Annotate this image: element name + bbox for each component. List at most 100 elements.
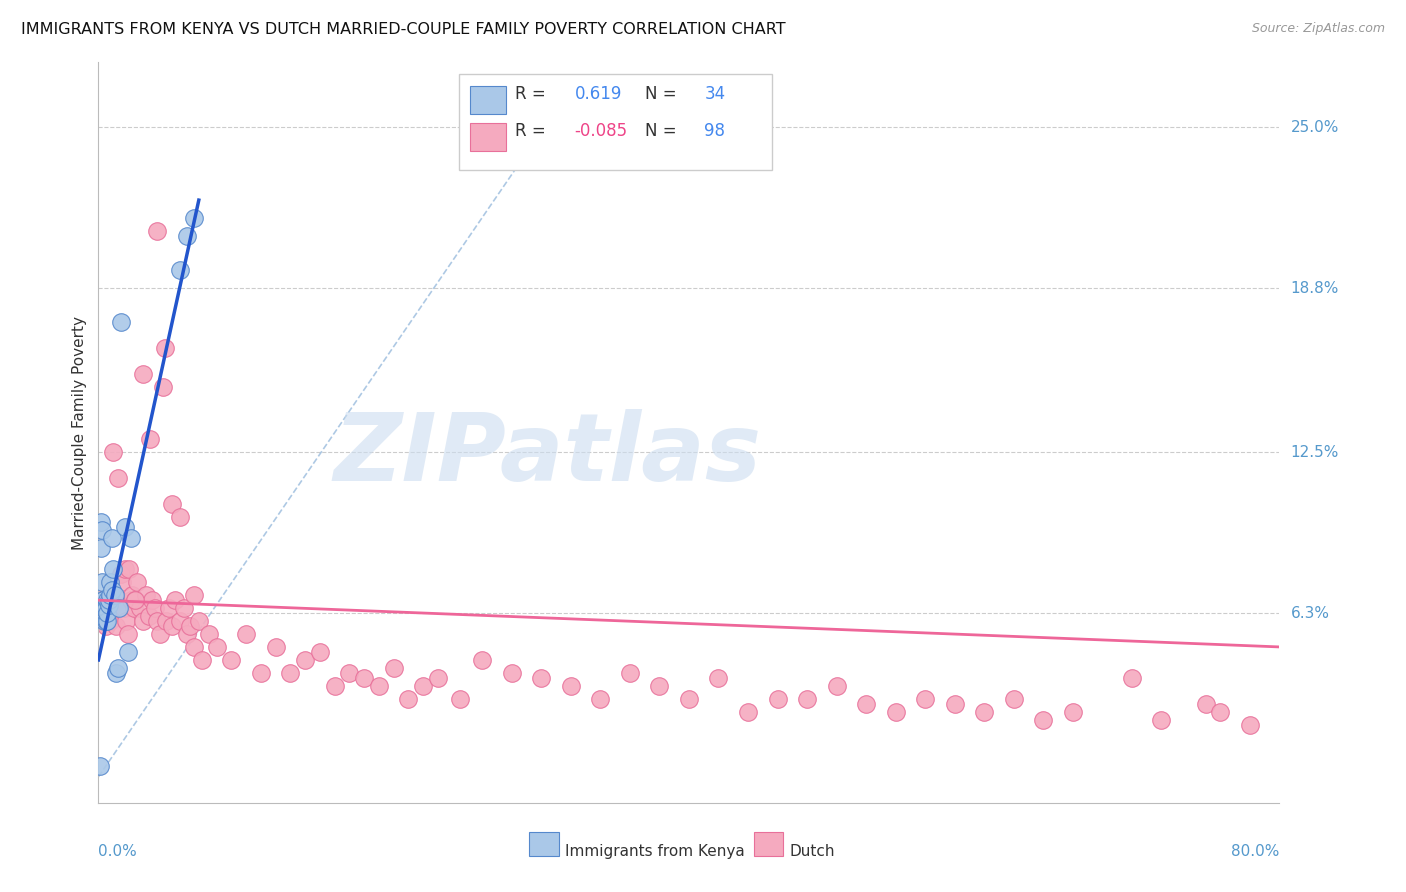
Point bbox=[264, 640, 287, 654]
Point bbox=[107, 471, 129, 485]
Point bbox=[91, 593, 114, 607]
Point bbox=[98, 574, 121, 589]
Point bbox=[94, 614, 117, 628]
Point bbox=[169, 263, 191, 277]
Point bbox=[124, 593, 146, 607]
Point bbox=[91, 608, 114, 623]
Point bbox=[169, 510, 191, 524]
Point bbox=[132, 367, 155, 381]
Point bbox=[115, 614, 138, 628]
Point bbox=[135, 588, 157, 602]
Point bbox=[339, 665, 361, 680]
Point bbox=[198, 627, 221, 641]
Point bbox=[855, 697, 877, 711]
Point bbox=[120, 593, 142, 607]
Point bbox=[91, 606, 114, 620]
Point bbox=[280, 665, 302, 680]
Point bbox=[117, 645, 139, 659]
Point bbox=[97, 593, 120, 607]
Point bbox=[471, 653, 494, 667]
Text: ZIPatlas: ZIPatlas bbox=[333, 409, 761, 500]
Point bbox=[110, 567, 132, 582]
Point bbox=[114, 562, 136, 576]
Point bbox=[162, 619, 183, 633]
Point bbox=[884, 705, 907, 719]
Point bbox=[825, 679, 848, 693]
Point bbox=[678, 692, 700, 706]
Point bbox=[766, 692, 789, 706]
Point bbox=[169, 614, 191, 628]
Point bbox=[1150, 713, 1173, 727]
Point bbox=[737, 705, 759, 719]
Point bbox=[149, 627, 172, 641]
Point bbox=[1032, 713, 1054, 727]
Point bbox=[91, 593, 114, 607]
Point bbox=[183, 588, 205, 602]
Point bbox=[1121, 671, 1143, 685]
Point bbox=[368, 679, 391, 693]
Point bbox=[1002, 692, 1025, 706]
Point bbox=[121, 588, 143, 602]
Point bbox=[94, 619, 117, 633]
Point bbox=[648, 679, 671, 693]
Point bbox=[120, 531, 142, 545]
Point bbox=[155, 614, 177, 628]
Point bbox=[108, 593, 131, 607]
Point bbox=[176, 229, 198, 244]
Point bbox=[501, 665, 523, 680]
Point bbox=[98, 614, 121, 628]
Point bbox=[125, 574, 148, 589]
Text: -0.085: -0.085 bbox=[575, 122, 627, 140]
Point bbox=[1209, 705, 1232, 719]
Bar bbox=[471, 123, 506, 152]
Point bbox=[90, 523, 112, 537]
Point bbox=[138, 608, 160, 623]
Point bbox=[139, 432, 162, 446]
Point bbox=[796, 692, 818, 706]
Point bbox=[235, 627, 257, 641]
Text: 80.0%: 80.0% bbox=[1232, 844, 1279, 858]
Point bbox=[221, 653, 243, 667]
Point bbox=[191, 653, 214, 667]
Point bbox=[94, 601, 117, 615]
Point bbox=[97, 599, 120, 613]
Point bbox=[132, 614, 155, 628]
Point bbox=[112, 601, 135, 615]
Point bbox=[157, 601, 180, 615]
Point bbox=[153, 341, 176, 355]
Point bbox=[117, 627, 139, 641]
Point bbox=[90, 515, 112, 529]
Point bbox=[114, 520, 136, 534]
Point bbox=[1239, 718, 1261, 732]
Point bbox=[412, 679, 434, 693]
Text: 98: 98 bbox=[704, 122, 725, 140]
Point bbox=[162, 497, 183, 511]
Point bbox=[205, 640, 228, 654]
Point bbox=[96, 614, 118, 628]
Point bbox=[323, 679, 346, 693]
Point bbox=[108, 601, 131, 615]
Point bbox=[93, 601, 115, 615]
Point bbox=[589, 692, 612, 706]
Point bbox=[914, 692, 936, 706]
Point bbox=[427, 671, 450, 685]
Point bbox=[93, 614, 115, 628]
Bar bbox=[530, 832, 560, 856]
Point bbox=[173, 601, 195, 615]
Text: 0.619: 0.619 bbox=[575, 86, 621, 103]
Point bbox=[141, 593, 163, 607]
Point bbox=[449, 692, 471, 706]
Point bbox=[94, 601, 117, 615]
Point bbox=[143, 601, 166, 615]
Text: 12.5%: 12.5% bbox=[1291, 444, 1339, 459]
Point bbox=[97, 593, 120, 607]
Text: Immigrants from Kenya: Immigrants from Kenya bbox=[565, 844, 745, 858]
Point bbox=[179, 619, 201, 633]
Point bbox=[98, 588, 121, 602]
Text: 25.0%: 25.0% bbox=[1291, 120, 1339, 135]
Text: 0.0%: 0.0% bbox=[98, 844, 138, 858]
Point bbox=[152, 380, 174, 394]
Point bbox=[250, 665, 273, 680]
Point bbox=[187, 614, 209, 628]
Point bbox=[96, 593, 118, 607]
